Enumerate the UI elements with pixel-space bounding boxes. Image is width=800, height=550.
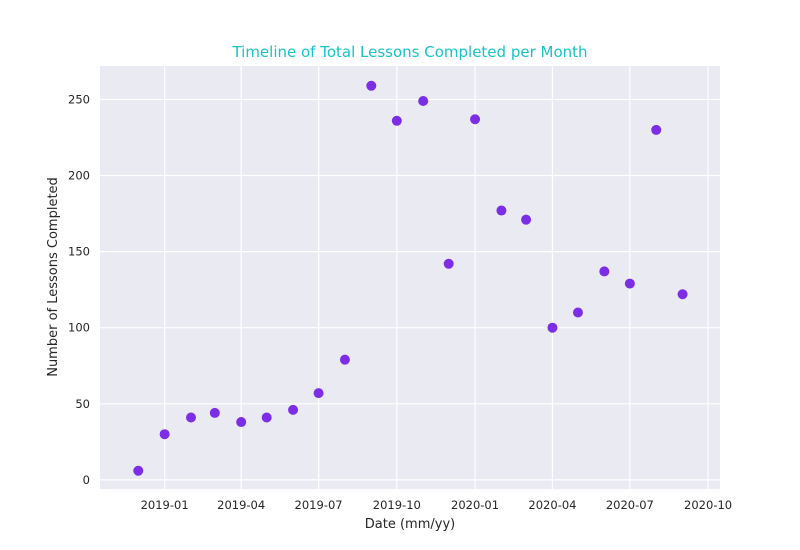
data-point — [339, 354, 350, 365]
data-point — [599, 266, 610, 277]
y-tick-label: 250 — [68, 92, 90, 106]
data-point — [624, 278, 635, 289]
data-point — [677, 289, 688, 300]
data-point — [651, 124, 662, 135]
x-tick-label: 2020-04 — [528, 498, 576, 512]
x-axis-label: Date (mm/yy) — [365, 517, 455, 532]
x-tick-label: 2019-01 — [141, 498, 189, 512]
data-point — [366, 80, 377, 91]
x-tick-label: 2020-07 — [606, 498, 654, 512]
data-point — [313, 388, 324, 399]
y-tick-label: 0 — [83, 473, 90, 487]
y-tick-label: 50 — [75, 397, 90, 411]
x-tick-label: 2019-04 — [217, 498, 265, 512]
chart-title: Timeline of Total Lessons Completed per … — [231, 43, 587, 61]
data-point — [496, 205, 507, 216]
data-point — [133, 465, 144, 476]
x-tick-label: 2019-10 — [373, 498, 421, 512]
data-point — [470, 114, 481, 125]
y-tick-labels: 0 50 100 150 200 250 — [68, 92, 90, 486]
data-point — [418, 95, 429, 106]
x-tick-label: 2019-07 — [295, 498, 343, 512]
data-points — [133, 80, 688, 476]
y-tick-label: 150 — [68, 245, 90, 259]
data-point — [159, 429, 170, 440]
y-tick-label: 100 — [68, 321, 90, 335]
data-point — [236, 417, 247, 428]
data-point — [261, 412, 272, 423]
x-tick-label: 2020-01 — [451, 498, 499, 512]
x-tick-labels: 2019-01 2019-04 2019-07 2019-10 2020-01 2020-… — [141, 498, 733, 512]
x-tick-label: 2020-10 — [684, 498, 732, 512]
grid — [100, 66, 720, 489]
data-point — [186, 412, 197, 423]
data-point — [209, 407, 220, 418]
y-tick-label: 200 — [68, 169, 90, 183]
y-axis-label: Number of Lessons Completed — [46, 177, 61, 377]
plot-area — [100, 66, 720, 489]
data-point — [391, 115, 402, 126]
data-point — [288, 404, 299, 415]
data-point — [547, 322, 558, 333]
data-point — [521, 214, 532, 225]
data-point — [443, 258, 454, 269]
data-point — [572, 307, 583, 318]
